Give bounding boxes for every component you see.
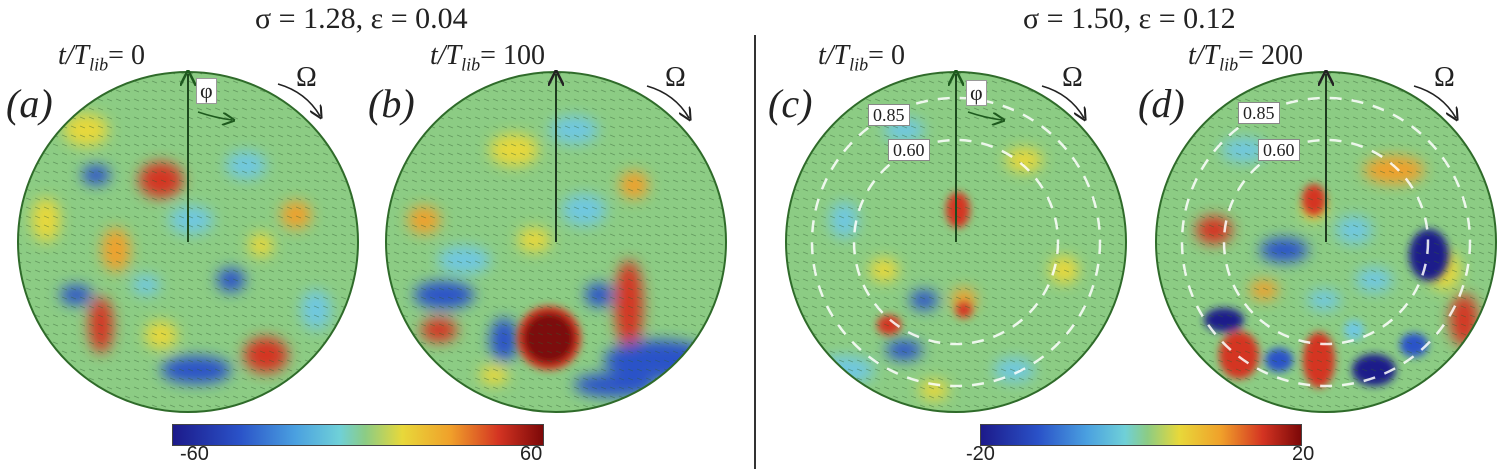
colorbar-left-min: -60 [180,443,209,465]
panel-label-a: (a) [6,81,53,126]
phi-arrow-c [967,111,1006,128]
phi-arrow-a [197,111,236,128]
ring-label-outer-d: 0.85 [1238,102,1280,124]
panel-divider [754,35,756,469]
omega-label-d: Ω [1434,62,1455,93]
phi-label-a: φ [196,78,217,104]
omega-label-a: Ω [296,62,317,93]
panel-label-c: (c) [768,81,813,126]
ring-label-inner-c: 0.60 [888,139,930,161]
rotation-arrow-a [277,83,326,122]
rotation-arrow-b [646,85,695,124]
rotation-arrow-c [1041,85,1090,124]
time-label-d: t/Tlib= 200 [1188,40,1303,75]
vorticity-field-b [385,70,727,413]
phi-label-c: φ [966,80,987,106]
panel-label-b: (b) [368,81,415,126]
colorbar-right-min: -20 [966,443,995,465]
ring-label-outer-c: 0.85 [868,104,910,126]
vorticity-field-a [17,70,359,413]
colorbar-left [172,424,544,446]
time-label-c: t/Tlib= 0 [818,40,905,75]
colorbar-right [980,424,1302,446]
header-right: σ = 1.50, ε = 0.12 [1023,2,1236,35]
colorbar-left-max: 60 [520,443,543,465]
time-label-b: t/Tlib= 100 [430,40,545,75]
ring-label-inner-d: 0.60 [1258,139,1300,161]
header-left: σ = 1.28, ε = 0.04 [255,2,468,35]
rotation-arrow-d [1413,85,1462,124]
time-label-a: t/Tlib= 0 [58,40,145,75]
omega-label-c: Ω [1062,62,1083,93]
vorticity-field-d [1155,70,1497,413]
colorbar-right-max: 20 [1292,443,1315,465]
omega-label-b: Ω [665,62,686,93]
vorticity-field-c [785,70,1127,413]
panel-label-d: (d) [1138,81,1185,126]
